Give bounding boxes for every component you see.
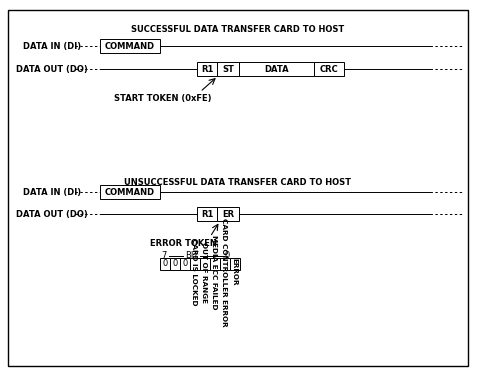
Bar — [190, 258, 200, 270]
Bar — [200, 258, 210, 270]
Text: UNSUCCESSFUL DATA TRANSFER CARD TO HOST: UNSUCCESSFUL DATA TRANSFER CARD TO HOST — [124, 178, 351, 187]
Text: R1: R1 — [201, 209, 213, 218]
Text: R1: R1 — [201, 64, 213, 74]
Text: DATA OUT (DO): DATA OUT (DO) — [16, 209, 88, 218]
Text: ER: ER — [222, 209, 234, 218]
Text: DATA IN (DI): DATA IN (DI) — [23, 42, 81, 50]
Text: DATA OUT (DO): DATA OUT (DO) — [16, 64, 88, 74]
Text: START TOKEN (0xFE): START TOKEN (0xFE) — [114, 94, 212, 102]
Text: CARD CONTROLLER ERROR: CARD CONTROLLER ERROR — [221, 218, 227, 326]
Text: 0: 0 — [173, 260, 178, 269]
Text: COMMAND: COMMAND — [105, 187, 155, 196]
Text: CARD IS LOCKED: CARD IS LOCKED — [191, 238, 197, 306]
Text: MEDIA ECC FAILED: MEDIA ECC FAILED — [211, 235, 217, 309]
Bar — [197, 207, 217, 221]
Bar — [170, 258, 180, 270]
Text: DATA IN (DI): DATA IN (DI) — [23, 187, 81, 196]
Text: ERROR: ERROR — [231, 258, 237, 286]
Text: OUT OF RANGE: OUT OF RANGE — [201, 242, 207, 303]
Bar — [217, 62, 239, 76]
Text: ST: ST — [222, 64, 234, 74]
Text: BIT: BIT — [185, 251, 199, 261]
Text: SUCCESSFUL DATA TRANSFER CARD TO HOST: SUCCESSFUL DATA TRANSFER CARD TO HOST — [131, 25, 345, 34]
Bar — [210, 258, 220, 270]
Text: COMMAND: COMMAND — [105, 42, 155, 50]
Bar — [197, 62, 217, 76]
Text: ERROR TOKEN: ERROR TOKEN — [150, 239, 217, 248]
Bar — [239, 62, 314, 76]
Bar — [217, 207, 239, 221]
Bar — [100, 39, 160, 53]
Bar — [160, 258, 170, 270]
Text: 0: 0 — [163, 260, 168, 269]
Bar — [314, 62, 344, 76]
Text: CRC: CRC — [320, 64, 338, 74]
Bar — [230, 258, 240, 270]
Text: 0: 0 — [183, 260, 188, 269]
Bar — [220, 258, 230, 270]
Text: DATA: DATA — [264, 64, 289, 74]
Text: 0: 0 — [224, 251, 229, 261]
Text: 7: 7 — [161, 251, 167, 261]
Bar — [180, 258, 190, 270]
Bar — [100, 185, 160, 199]
